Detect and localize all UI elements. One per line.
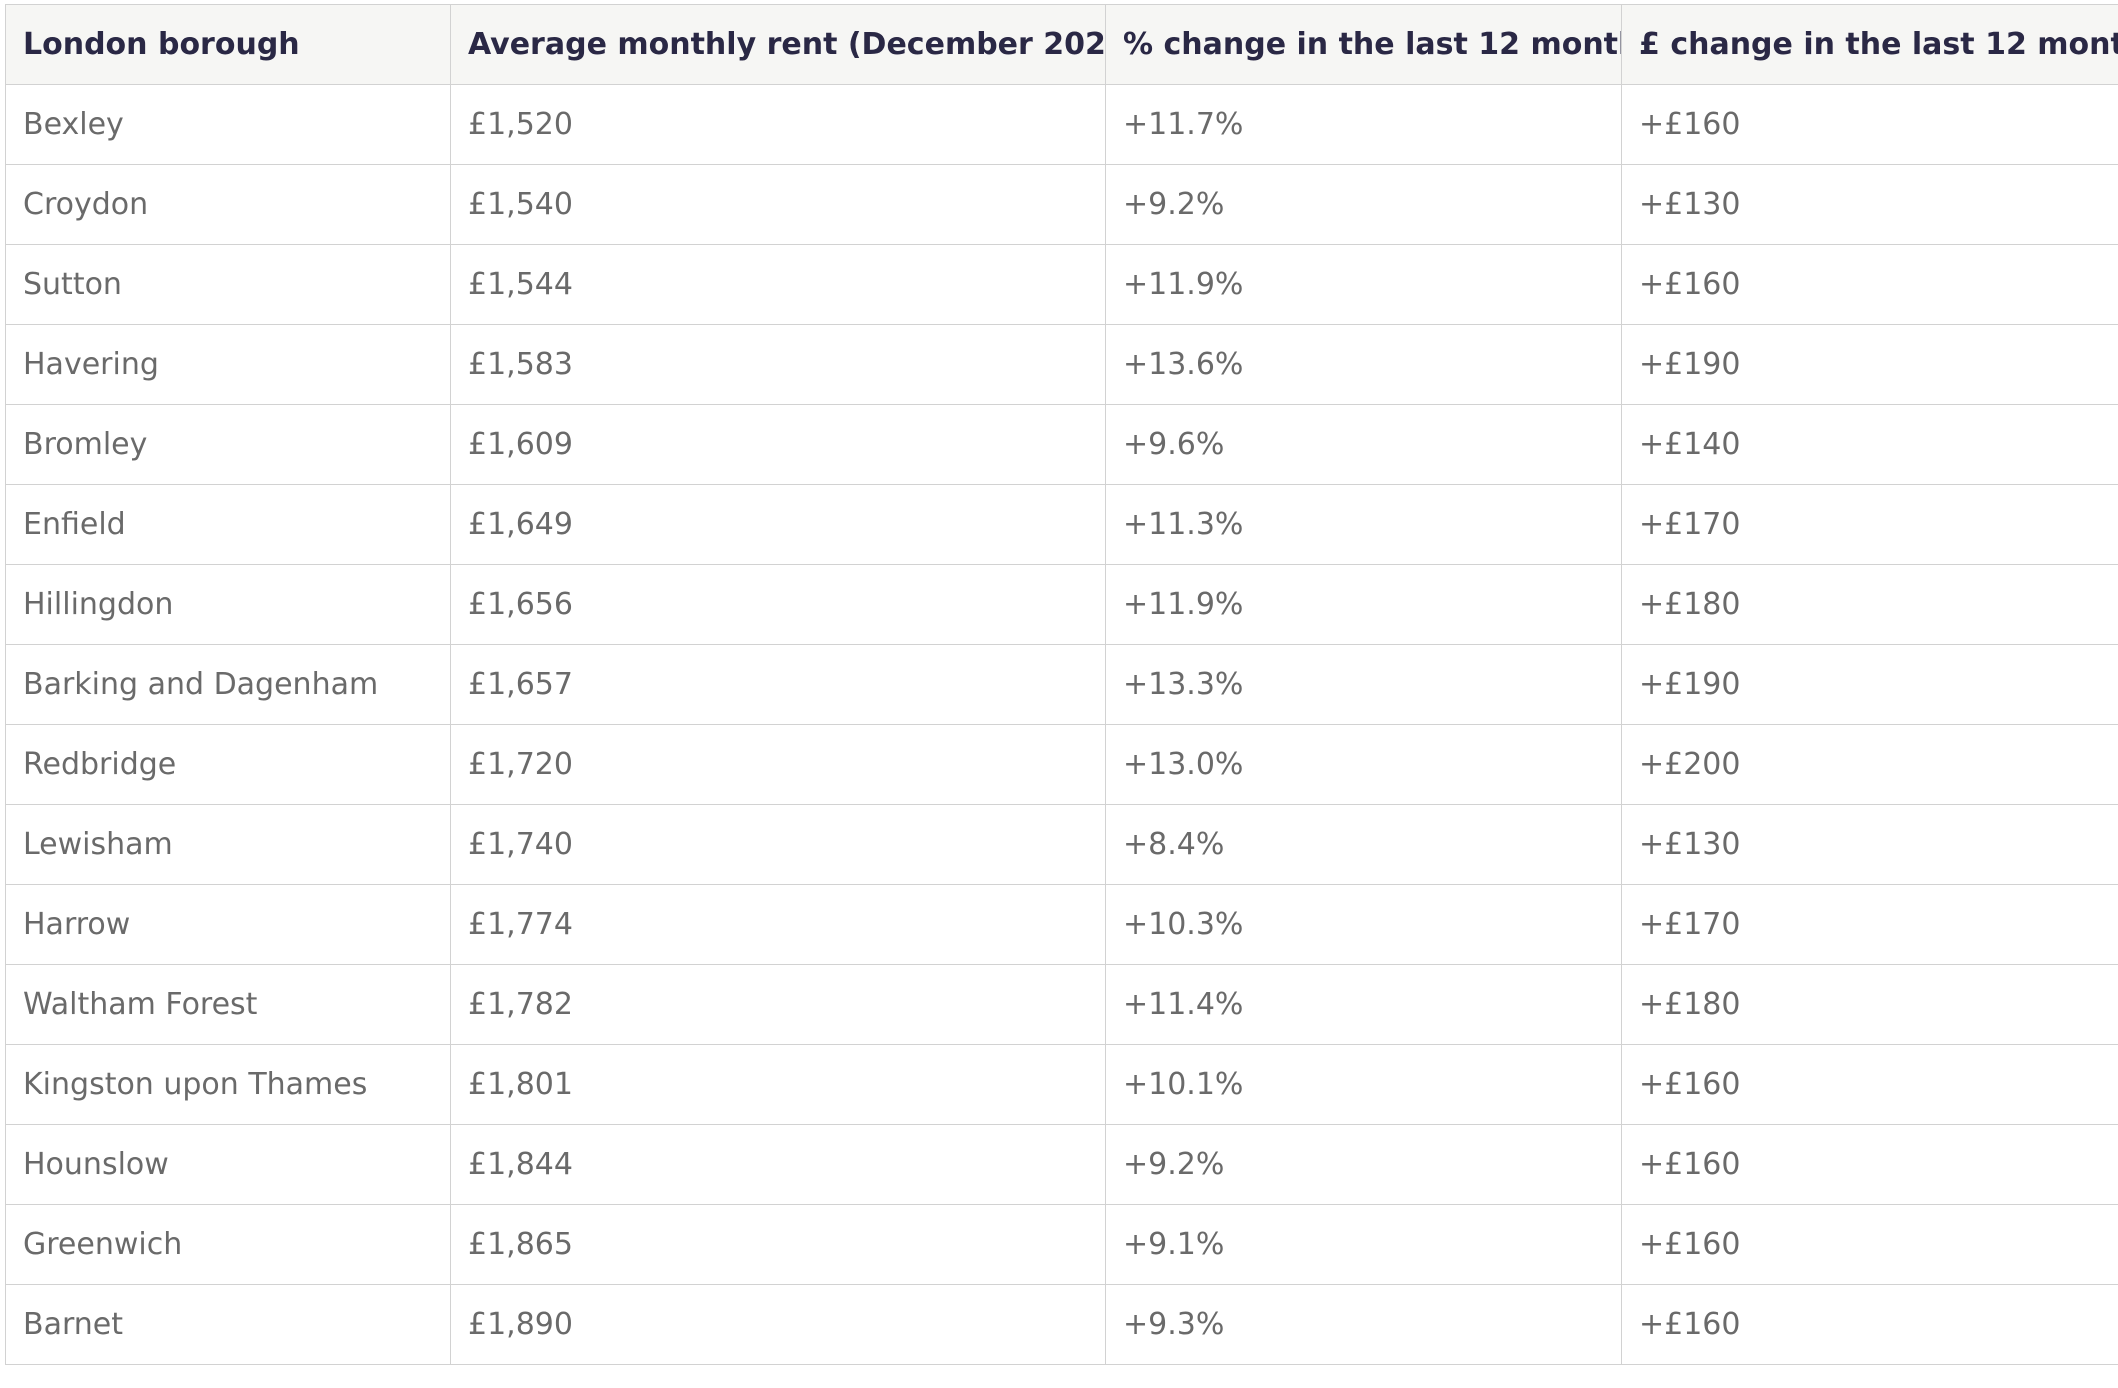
table-cell: +9.1% xyxy=(1105,1204,1622,1285)
table-cell: +£160 xyxy=(1621,1044,2118,1125)
table-cell: Greenwich xyxy=(5,1204,451,1285)
table-cell: Hounslow xyxy=(5,1124,451,1205)
table-cell: +£180 xyxy=(1621,964,2118,1045)
table-cell: +11.9% xyxy=(1105,564,1622,645)
table-cell: +£160 xyxy=(1621,1204,2118,1285)
table-cell: +11.7% xyxy=(1105,84,1622,165)
table-row: Havering £1,583 +13.6% +£190 xyxy=(5,324,2118,405)
table-cell: +£160 xyxy=(1621,84,2118,165)
table-cell: +13.3% xyxy=(1105,644,1622,725)
table-row: Barnet £1,890 +9.3% +£160 xyxy=(5,1284,2118,1365)
table-cell: +11.4% xyxy=(1105,964,1622,1045)
table-row: Bexley £1,520 +11.7% +£160 xyxy=(5,84,2118,165)
table-cell: Waltham Forest xyxy=(5,964,451,1045)
table-row: Sutton £1,544 +11.9% +£160 xyxy=(5,244,2118,325)
table-row: Waltham Forest £1,782 +11.4% +£180 xyxy=(5,964,2118,1045)
table-row: Hounslow £1,844 +9.2% +£160 xyxy=(5,1124,2118,1205)
table-cell: Redbridge xyxy=(5,724,451,805)
table-cell: +£170 xyxy=(1621,484,2118,565)
table-cell: Enfield xyxy=(5,484,451,565)
table-cell: +£130 xyxy=(1621,164,2118,245)
table-cell: +£160 xyxy=(1621,1124,2118,1205)
table-cell: +£140 xyxy=(1621,404,2118,485)
table-cell: Croydon xyxy=(5,164,451,245)
header-cell: % change in the last 12 months xyxy=(1105,4,1622,85)
table-cell: £1,720 xyxy=(450,724,1106,805)
table-cell: Havering xyxy=(5,324,451,405)
table-row: Harrow £1,774 +10.3% +£170 xyxy=(5,884,2118,965)
table-cell: Lewisham xyxy=(5,804,451,885)
header-cell: London borough xyxy=(5,4,451,85)
table-cell: +£180 xyxy=(1621,564,2118,645)
table-cell: +£190 xyxy=(1621,644,2118,725)
table-row: Croydon £1,540 +9.2% +£130 xyxy=(5,164,2118,245)
table-cell: £1,740 xyxy=(450,804,1106,885)
table-cell: £1,844 xyxy=(450,1124,1106,1205)
table-cell: +9.6% xyxy=(1105,404,1622,485)
table-cell: £1,544 xyxy=(450,244,1106,325)
table-cell: Hillingdon xyxy=(5,564,451,645)
table-cell: Barnet xyxy=(5,1284,451,1365)
table-cell: Bromley xyxy=(5,404,451,485)
table-cell: +10.3% xyxy=(1105,884,1622,965)
table-row: Hillingdon £1,656 +11.9% +£180 xyxy=(5,564,2118,645)
table-cell: £1,520 xyxy=(450,84,1106,165)
table-cell: +10.1% xyxy=(1105,1044,1622,1125)
table-row: Redbridge £1,720 +13.0% +£200 xyxy=(5,724,2118,805)
table-container: London borough Average monthly rent (Dece… xyxy=(5,4,2118,1388)
table-row: Lewisham £1,740 +8.4% +£130 xyxy=(5,804,2118,885)
table-cell: +£160 xyxy=(1621,244,2118,325)
table-cell: +13.0% xyxy=(1105,724,1622,805)
table-cell: +11.9% xyxy=(1105,244,1622,325)
table-cell: £1,801 xyxy=(450,1044,1106,1125)
rent-table: London borough Average monthly rent (Dece… xyxy=(5,4,2118,1365)
table-cell: £1,540 xyxy=(450,164,1106,245)
table-cell: Barking and Dagenham xyxy=(5,644,451,725)
table-cell: £1,865 xyxy=(450,1204,1106,1285)
table-row: Enfield £1,649 +11.3% +£170 xyxy=(5,484,2118,565)
header-cell: £ change in the last 12 months xyxy=(1621,4,2118,85)
table-cell: £1,890 xyxy=(450,1284,1106,1365)
table-cell: +£190 xyxy=(1621,324,2118,405)
table-cell: +9.2% xyxy=(1105,164,1622,245)
table-body: Bexley £1,520 +11.7% +£160 Croydon £1,540 +9.2… xyxy=(5,84,2118,1365)
header-cell: Average monthly rent (December 2023) xyxy=(450,4,1106,85)
table-cell: Bexley xyxy=(5,84,451,165)
table-cell: £1,657 xyxy=(450,644,1106,725)
table-cell: £1,774 xyxy=(450,884,1106,965)
table-cell: Sutton xyxy=(5,244,451,325)
table-cell: +£160 xyxy=(1621,1284,2118,1365)
table-cell: +£130 xyxy=(1621,804,2118,885)
header-row: London borough Average monthly rent (Dece… xyxy=(5,4,2118,85)
table-cell: £1,609 xyxy=(450,404,1106,485)
table-cell: +9.2% xyxy=(1105,1124,1622,1205)
table-cell: +8.4% xyxy=(1105,804,1622,885)
table-cell: +11.3% xyxy=(1105,484,1622,565)
table-cell: +£200 xyxy=(1621,724,2118,805)
table-row: Kingston upon Thames £1,801 +10.1% +£160 xyxy=(5,1044,2118,1125)
table-cell: £1,583 xyxy=(450,324,1106,405)
table-row: Barking and Dagenham £1,657 +13.3% +£190 xyxy=(5,644,2118,725)
table-cell: Harrow xyxy=(5,884,451,965)
table-row: Greenwich £1,865 +9.1% +£160 xyxy=(5,1204,2118,1285)
table-cell: £1,782 xyxy=(450,964,1106,1045)
table-cell: +9.3% xyxy=(1105,1284,1622,1365)
table-cell: £1,649 xyxy=(450,484,1106,565)
table-row: Bromley £1,609 +9.6% +£140 xyxy=(5,404,2118,485)
table-cell: +£170 xyxy=(1621,884,2118,965)
table-cell: Kingston upon Thames xyxy=(5,1044,451,1125)
table-cell: £1,656 xyxy=(450,564,1106,645)
table-cell: +13.6% xyxy=(1105,324,1622,405)
